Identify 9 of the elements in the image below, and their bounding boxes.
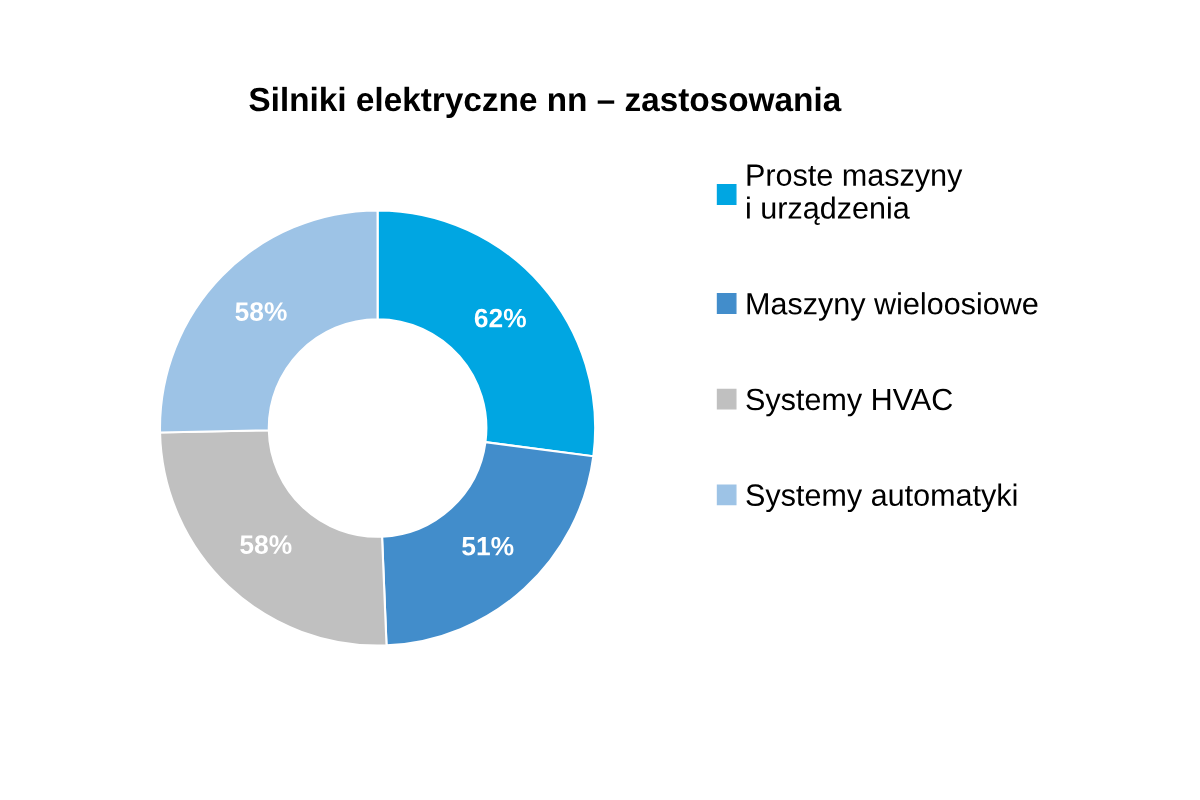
data-label: 58% (235, 302, 287, 321)
data-label: 51% (462, 536, 514, 556)
chart-title: Silniki elektryczne nn – zastosowania (249, 86, 842, 118)
data-label: 62% (474, 308, 526, 328)
legend-label: Maszyny wieloosiowe (747, 292, 1038, 321)
legend-label: Proste maszyny i urządzenia (747, 164, 963, 225)
data-label: 58% (240, 535, 292, 554)
legend-label: Systemy automatyki (746, 483, 1017, 513)
legend-label: Systemy HVAC (746, 388, 953, 417)
